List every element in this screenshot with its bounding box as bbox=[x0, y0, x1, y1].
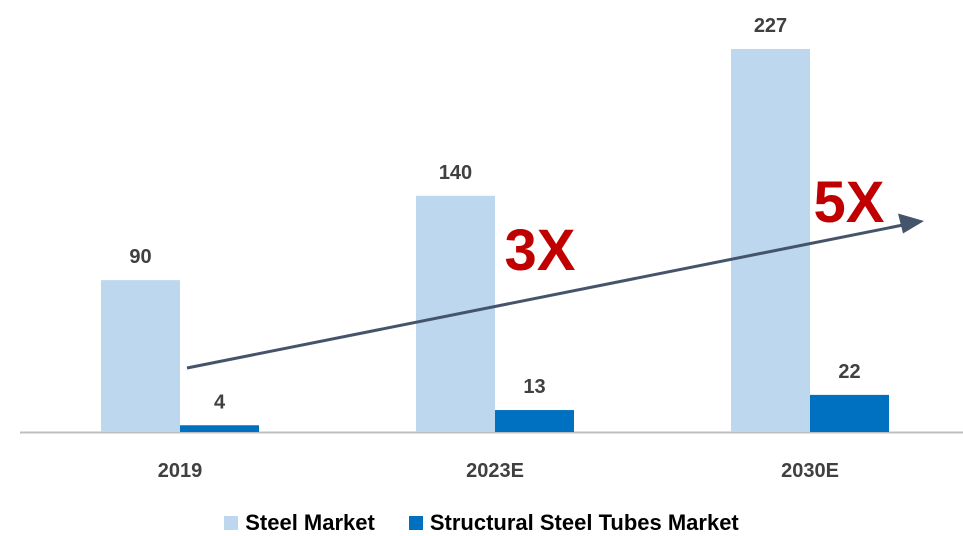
bar-structural-tubes-2023e bbox=[495, 410, 574, 432]
x-tick-label-2019: 2019 bbox=[158, 460, 203, 482]
legend-item-steel-market: Steel Market bbox=[224, 510, 375, 536]
legend-label-steel-market: Steel Market bbox=[245, 510, 375, 535]
trend-arrow-line bbox=[186, 222, 909, 370]
bar-structural-tubes-2019 bbox=[180, 425, 259, 432]
trend-arrow-head bbox=[898, 213, 924, 234]
bar-structural-tubes-2030e bbox=[810, 394, 889, 432]
data-label-structural-tubes-2023e: 13 bbox=[523, 376, 545, 398]
legend-swatch-steel-market bbox=[224, 516, 239, 530]
legend: Steel Market Structural Steel Tubes Mark… bbox=[0, 510, 963, 536]
data-label-steel-market-2023e: 140 bbox=[439, 162, 472, 184]
data-labels-layer: 90 4 140 13 227 22 bbox=[129, 15, 860, 413]
bar-steel-market-2019 bbox=[101, 280, 180, 432]
data-label-steel-market-2019: 90 bbox=[129, 246, 151, 268]
annotations-layer: 3X 5X bbox=[186, 170, 924, 370]
legend-item-structural-tubes: Structural Steel Tubes Market bbox=[408, 510, 739, 536]
x-tick-label-2030e: 2030E bbox=[781, 460, 839, 482]
axis-layer: 2019 2023E 2030E bbox=[20, 431, 963, 482]
legend-label-structural-tubes: Structural Steel Tubes Market bbox=[429, 510, 739, 535]
bars-layer bbox=[101, 49, 889, 432]
data-label-structural-tubes-2030e: 22 bbox=[838, 361, 860, 383]
data-label-structural-tubes-2019: 4 bbox=[214, 391, 226, 413]
multiplier-annotation-3x: 3X bbox=[505, 218, 576, 283]
legend-swatch-structural-tubes bbox=[408, 516, 423, 530]
x-tick-label-2023e: 2023E bbox=[466, 460, 524, 482]
data-label-steel-market-2030e: 227 bbox=[754, 15, 787, 37]
bar-steel-market-2030e bbox=[731, 49, 810, 432]
multiplier-annotation-5x: 5X bbox=[814, 170, 885, 235]
